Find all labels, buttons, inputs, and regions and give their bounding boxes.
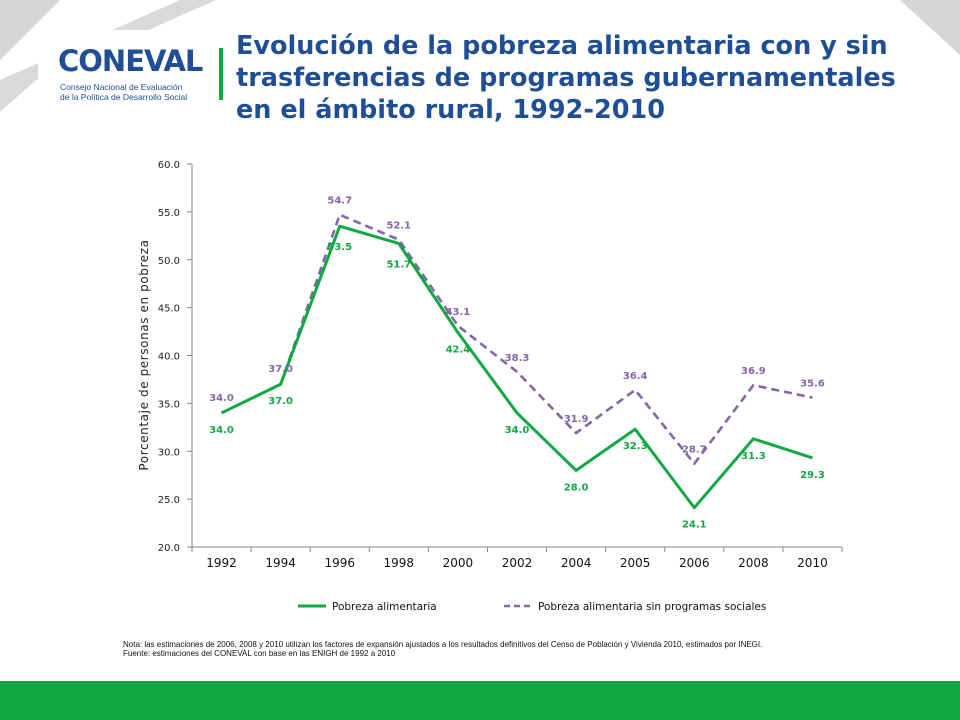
slide-title: Evolución de la pobreza alimentaria con … <box>236 30 936 126</box>
y-axis-title: Porcentaje de personas en pobreza <box>137 239 151 470</box>
x-tick-label: 2004 <box>561 556 592 570</box>
y-tick-label: 55.0 <box>158 208 180 219</box>
data-label-sin-programas: 31.9 <box>564 414 589 425</box>
x-tick-label: 1994 <box>265 556 296 570</box>
y-tick-label: 50.0 <box>158 256 180 267</box>
footer-bar <box>0 681 960 720</box>
x-tick-label: 1996 <box>324 556 355 570</box>
slide-panel <box>0 0 960 681</box>
series-line-pobreza-alimentaria <box>220 224 813 510</box>
data-label-pobreza-alimentaria: 24.1 <box>682 520 707 531</box>
y-tick-label: 35.0 <box>158 399 180 410</box>
corner-shade-right <box>900 0 960 55</box>
x-tick-label: 2000 <box>443 556 474 570</box>
footnote-note: Nota: las estimaciones de 2006, 2008 y 2… <box>123 640 763 649</box>
data-label-pobreza-alimentaria: 28.0 <box>564 482 589 493</box>
legend-label-sin-programas: Pobreza alimentaria sin programas social… <box>538 601 766 613</box>
data-label-pobreza-alimentaria: 51.7 <box>386 259 411 270</box>
data-label-pobreza-alimentaria: 32.3 <box>623 441 648 452</box>
data-label-pobreza-alimentaria: 53.5 <box>327 242 352 253</box>
x-tick-label: 2010 <box>797 556 828 570</box>
coneval-logo: CONEVAL Consejo Nacional de Evaluación d… <box>58 44 208 106</box>
x-tick-label: 2002 <box>502 556 533 570</box>
x-tick-label: 2006 <box>679 556 710 570</box>
x-tick-label: 1992 <box>206 556 237 570</box>
footnote-source: Fuente: estimaciones del CONEVAL con bas… <box>123 649 396 658</box>
data-label-sin-programas: 36.4 <box>623 371 648 382</box>
footnotes: Nota: las estimaciones de 2006, 2008 y 2… <box>123 640 762 658</box>
x-tick-label: 2005 <box>620 556 651 570</box>
y-tick-label: 30.0 <box>158 447 180 458</box>
data-label-pobreza-alimentaria: 37.0 <box>268 396 293 407</box>
data-label-sin-programas: 52.1 <box>386 221 411 232</box>
data-label-pobreza-alimentaria: 31.3 <box>741 451 766 462</box>
y-tick-label: 25.0 <box>158 495 180 506</box>
y-tick-label: 40.0 <box>158 352 180 363</box>
data-label-pobreza-alimentaria: 34.0 <box>209 425 234 436</box>
data-label-sin-programas: 54.7 <box>327 196 352 207</box>
series-line-sin-programas <box>220 213 813 465</box>
y-tick-label: 60.0 <box>158 160 180 171</box>
x-tick-label: 2008 <box>738 556 769 570</box>
logo-subtitle-2: de la Política de Desarrollo Social <box>60 92 188 102</box>
data-label-sin-programas: 38.3 <box>505 353 530 364</box>
data-label-pobreza-alimentaria: 42.4 <box>446 345 471 356</box>
data-label-sin-programas: 35.6 <box>800 379 825 390</box>
data-label-pobreza-alimentaria: 29.3 <box>800 470 825 481</box>
legend-label-pobreza-alimentaria: Pobreza alimentaria <box>332 601 437 613</box>
corner-shade-left <box>0 0 60 60</box>
logo-wordmark: CONEVAL <box>58 44 203 78</box>
logo-subtitle-1: Consejo Nacional de Evaluación <box>60 82 183 92</box>
data-label-sin-programas: 34.0 <box>209 393 234 404</box>
x-tick-label: 1998 <box>384 556 415 570</box>
title-line-2: trasferencias de programas gubernamental… <box>236 63 896 93</box>
y-tick-label: 20.0 <box>158 543 180 554</box>
title-line-3: en el ámbito rural, 1992-2010 <box>236 95 665 125</box>
data-label-pobreza-alimentaria: 34.0 <box>505 425 530 436</box>
title-divider <box>219 48 223 100</box>
data-label-sin-programas: 28.7 <box>682 445 707 456</box>
y-tick-label: 45.0 <box>158 304 180 315</box>
data-label-sin-programas: 37.0 <box>268 364 293 375</box>
data-label-sin-programas: 43.1 <box>446 307 471 318</box>
logo-plate <box>38 30 208 122</box>
data-label-sin-programas: 36.9 <box>741 366 766 377</box>
title-line-1: Evolución de la pobreza alimentaria con … <box>236 31 888 61</box>
